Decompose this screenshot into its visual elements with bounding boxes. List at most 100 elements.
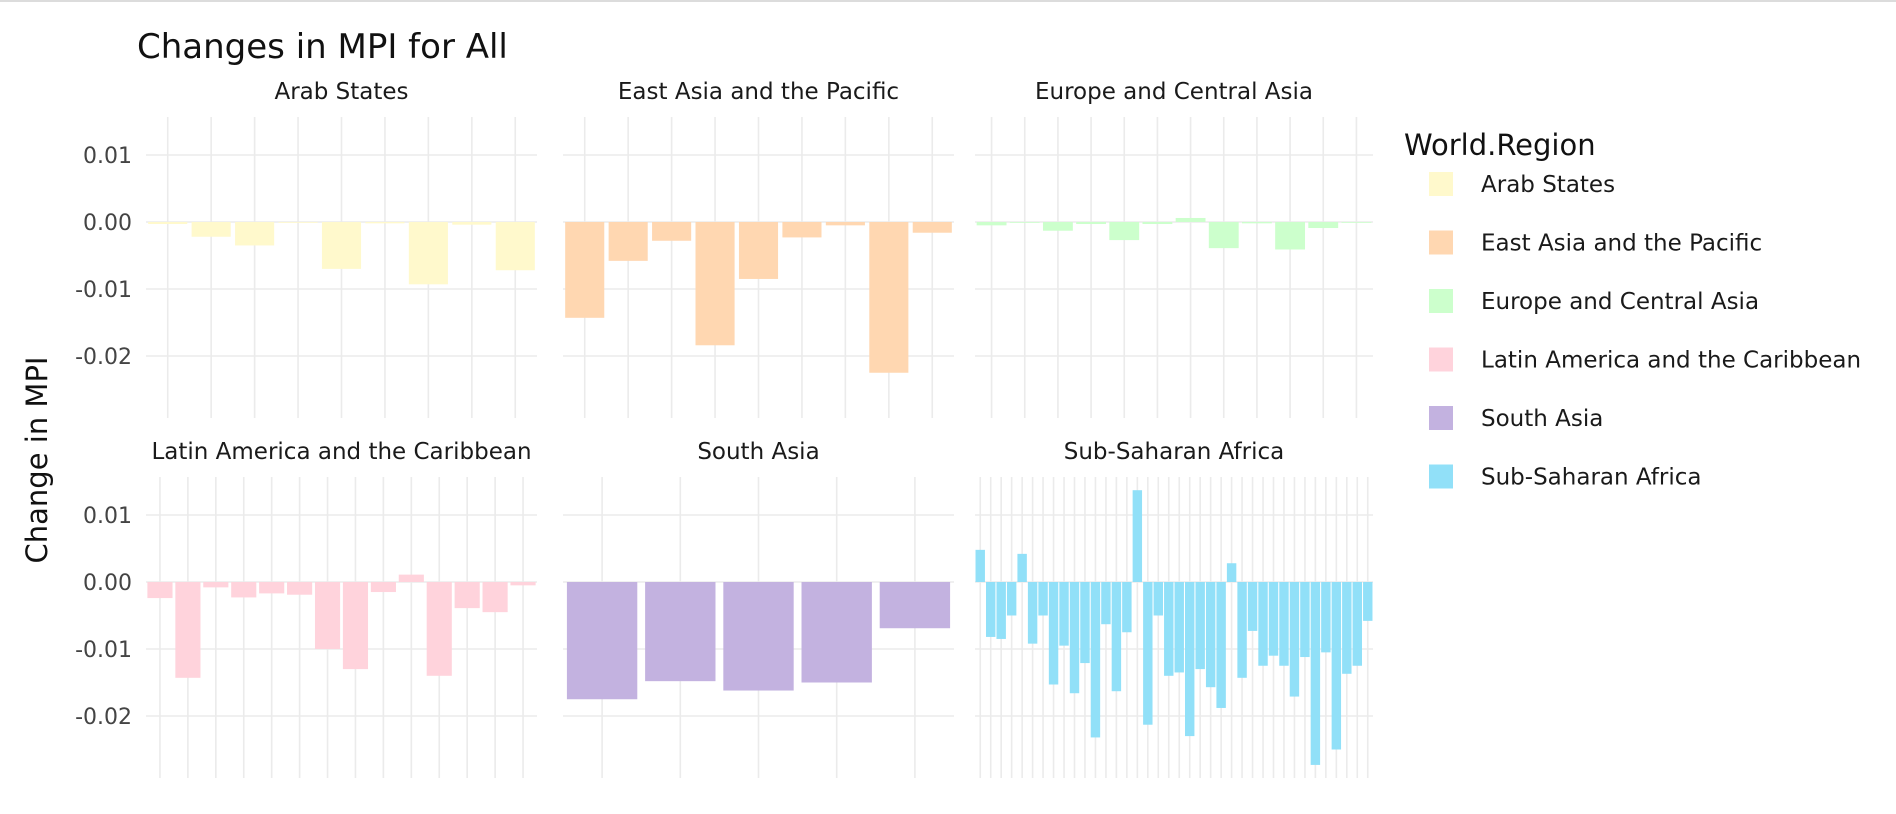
bar <box>1090 582 1101 738</box>
bar <box>976 222 1007 226</box>
bar <box>398 574 424 582</box>
legend-item-arab-states: Arab States <box>1429 172 1615 198</box>
bar <box>1352 582 1363 666</box>
bar <box>1300 582 1310 658</box>
bar <box>1279 582 1289 666</box>
facet-panels: Arab States 0.01 0.00 -0.01 -0.02 East Asia a… <box>75 79 1373 778</box>
bar <box>147 582 173 599</box>
panel-arab-states: Arab States 0.01 0.00 -0.01 -0.02 <box>75 79 537 418</box>
bar <box>695 222 735 346</box>
facet-strip-east-asia-and-the-pacific: East Asia and the Pacific <box>618 79 899 105</box>
bar <box>608 222 648 261</box>
bar <box>801 582 872 683</box>
bar <box>1310 582 1321 765</box>
legend-label: South Asia <box>1481 406 1603 432</box>
bar <box>1017 553 1027 582</box>
legend-swatch <box>1429 347 1453 372</box>
legend-swatch <box>1429 406 1453 430</box>
bar <box>1111 582 1122 692</box>
bar <box>495 222 535 271</box>
bar <box>1275 222 1306 250</box>
top-border-line <box>0 0 1896 2</box>
bar <box>738 222 779 279</box>
bar <box>1341 222 1372 223</box>
bar <box>1142 222 1173 225</box>
legend-title: World.Region <box>1404 128 1596 162</box>
y-tick-label: 0.00 <box>83 571 132 596</box>
legend-swatch <box>1429 289 1453 313</box>
bar <box>645 582 716 682</box>
bar <box>1237 582 1247 678</box>
bar <box>1143 582 1153 725</box>
bar <box>985 582 996 637</box>
y-tick-label: 0.01 <box>83 144 132 169</box>
bar <box>1048 582 1059 685</box>
legend-label: Europe and Central Asia <box>1481 289 1759 315</box>
legend-label: Latin America and the Caribbean <box>1481 348 1861 374</box>
bar <box>565 222 605 318</box>
bar <box>1109 222 1140 241</box>
bar <box>1216 582 1226 708</box>
facet-strip-south-asia: South Asia <box>697 439 819 465</box>
panel-sub-saharan-africa: Sub-Saharan Africa <box>975 439 1373 778</box>
y-tick-label: 0.01 <box>83 504 132 529</box>
bar <box>1101 582 1111 625</box>
bar <box>191 222 231 237</box>
bar <box>1042 222 1073 231</box>
legend-item-europe-and-central-asia: Europe and Central Asia <box>1429 289 1759 315</box>
bar <box>996 582 1006 639</box>
panel-south-asia: South Asia <box>563 439 954 778</box>
facet-strip-latin-america-and-the-caribbean: Latin America and the Caribbean <box>151 439 531 465</box>
facet-strip-arab-states: Arab States <box>274 79 408 105</box>
legend-swatch <box>1429 230 1453 255</box>
y-tick-label: -0.02 <box>75 705 132 730</box>
y-tick-label: -0.02 <box>75 345 132 370</box>
bar <box>1195 582 1205 670</box>
bar <box>259 582 285 594</box>
bar <box>1258 582 1268 666</box>
facet-strip-sub-saharan-africa: Sub-Saharan Africa <box>1064 439 1284 465</box>
y-axis-label: Change in MPI <box>20 357 54 564</box>
bar <box>510 582 536 586</box>
bar <box>148 222 188 225</box>
bar <box>482 582 508 613</box>
bar <box>1321 582 1331 653</box>
bar <box>1132 490 1143 582</box>
bar <box>566 582 638 700</box>
bar <box>1268 582 1279 656</box>
bar <box>1289 582 1300 697</box>
bar <box>1226 563 1237 582</box>
chart-title: Changes in MPI for All <box>137 27 508 67</box>
bar <box>975 549 985 582</box>
bar <box>1247 582 1258 631</box>
bar <box>454 582 480 609</box>
legend-label: East Asia and the Pacific <box>1481 231 1762 257</box>
legend-swatch <box>1429 172 1453 196</box>
bar <box>912 222 952 233</box>
panel-latin-america-and-the-caribbean: Latin America and the Caribbean 0.01 0.00 -… <box>75 439 537 778</box>
y-tick-label: 0.00 <box>83 211 132 236</box>
bar <box>287 582 313 595</box>
legend-label: Sub-Saharan Africa <box>1481 465 1701 491</box>
bar <box>1069 582 1080 694</box>
bar <box>452 222 492 225</box>
y-tick-label: -0.01 <box>75 638 132 663</box>
bar <box>652 222 692 241</box>
bar <box>1006 582 1017 616</box>
bar <box>723 582 794 691</box>
bar <box>1342 582 1352 674</box>
bar <box>365 222 405 224</box>
legend-item-south-asia: South Asia <box>1429 406 1603 432</box>
bar <box>408 222 448 285</box>
bar <box>782 222 822 238</box>
bar <box>1009 222 1040 223</box>
bar <box>1205 582 1216 688</box>
bar <box>825 222 865 226</box>
legend: Arab States East Asia and the Pacific Euro… <box>1429 172 1861 491</box>
facet-strip-europe-and-central-asia: Europe and Central Asia <box>1035 79 1313 105</box>
bar <box>1184 582 1195 737</box>
panel-east-asia-and-the-pacific: East Asia and the Pacific <box>563 79 954 418</box>
bar <box>321 222 362 269</box>
legend-item-latin-america-and-the-caribbean: Latin America and the Caribbean <box>1429 347 1861 374</box>
